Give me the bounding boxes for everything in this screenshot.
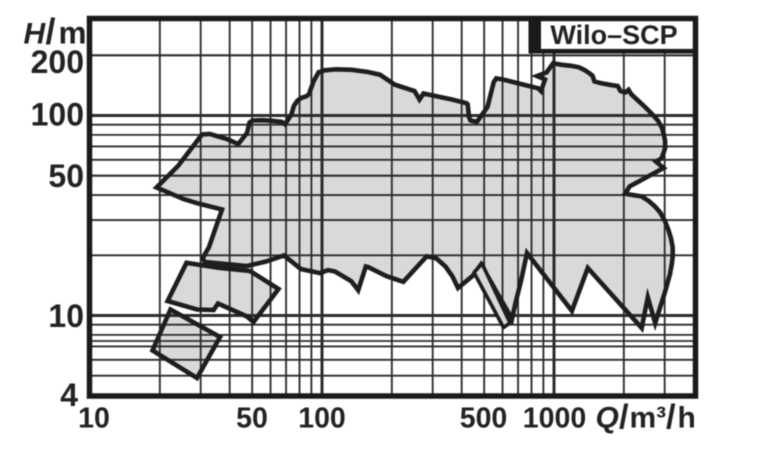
svg-text:500: 500: [460, 402, 508, 434]
svg-text:h: h: [678, 401, 696, 434]
svg-text:m: m: [59, 14, 87, 50]
svg-text:10: 10: [48, 298, 84, 334]
svg-text:/: /: [46, 11, 56, 52]
svg-text:50: 50: [48, 158, 84, 194]
svg-text:50: 50: [236, 402, 268, 434]
svg-text:1000: 1000: [523, 402, 586, 434]
svg-text:200: 200: [31, 44, 84, 80]
svg-text:/: /: [666, 398, 676, 436]
svg-text:10: 10: [78, 402, 110, 434]
svg-text:/: /: [619, 398, 629, 436]
svg-text:Q: Q: [596, 401, 619, 434]
svg-text:100: 100: [31, 96, 84, 132]
svg-text:4: 4: [60, 377, 78, 413]
svg-text:Wilo–SCP: Wilo–SCP: [550, 20, 677, 50]
svg-text:H: H: [24, 17, 47, 50]
svg-text:100: 100: [298, 402, 346, 434]
svg-text:m³: m³: [630, 401, 667, 434]
